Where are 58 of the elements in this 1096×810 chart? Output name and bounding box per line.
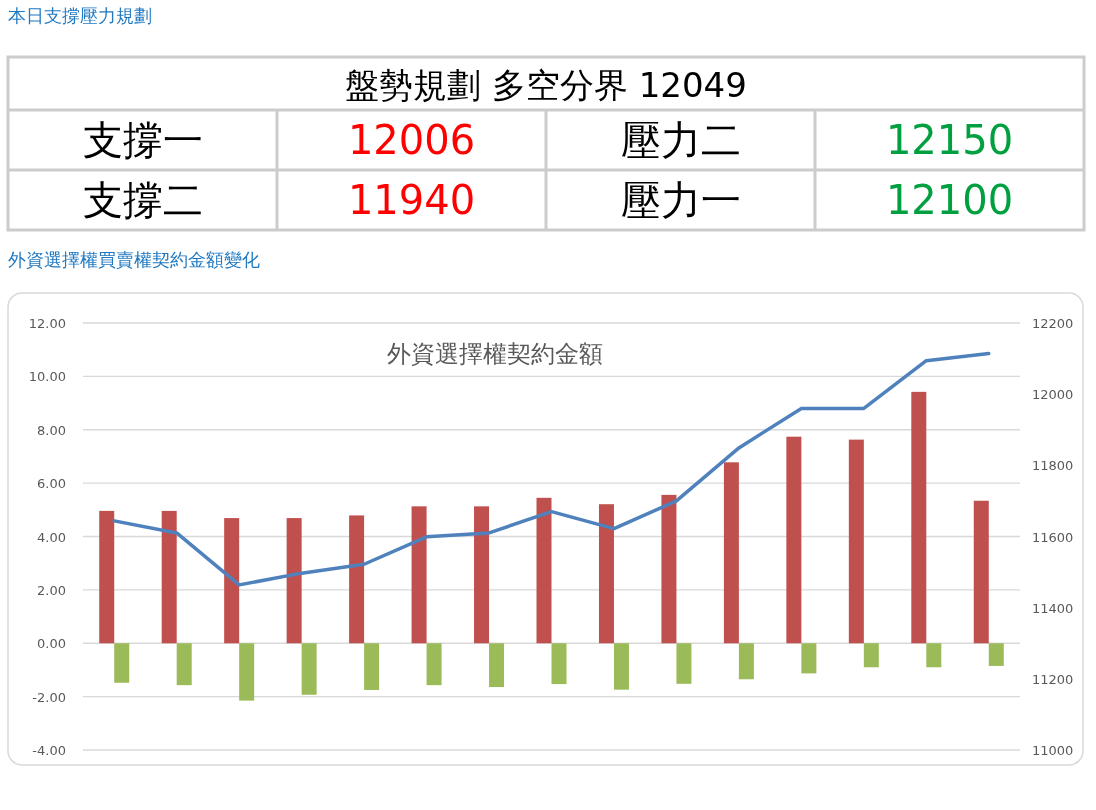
text: 盤勢規劃 多空分界 12049 [345, 65, 747, 105]
y2-tick-label: 11800 [1032, 458, 1074, 474]
text: 11940 [347, 177, 476, 223]
text: 12150 [885, 117, 1014, 163]
bar [99, 510, 115, 644]
bar [863, 643, 879, 668]
y-tick-label: 10.00 [28, 369, 66, 385]
text: 外資選擇權契約金額 [387, 340, 603, 368]
y2-tick-label: 11200 [1032, 671, 1074, 687]
y2-tick-label: 12000 [1032, 387, 1074, 403]
bar [301, 643, 317, 695]
bar [676, 643, 692, 684]
bar [349, 515, 365, 644]
bar [161, 510, 177, 644]
bar [114, 643, 130, 683]
bar [911, 391, 927, 644]
bar [801, 643, 817, 674]
text: 本日支撐壓力規劃 [8, 5, 152, 26]
bar [988, 643, 1004, 666]
y-tick-label: 2.00 [37, 582, 66, 598]
text: 12100 [885, 177, 1014, 223]
text: 壓力二 [620, 117, 741, 163]
bar [474, 506, 490, 644]
y-tick-label: -2.00 [32, 689, 66, 705]
text: 支撐二 [82, 177, 203, 223]
y2-tick-label: 11600 [1032, 529, 1074, 545]
bar [364, 643, 380, 690]
bar [551, 643, 567, 685]
y-tick-label: 0.00 [37, 636, 66, 652]
bar [738, 643, 754, 680]
bar [973, 500, 989, 644]
y-tick-label: -4.00 [32, 743, 66, 758]
bar [536, 497, 552, 644]
bar [224, 518, 240, 644]
y-tick-label: 6.00 [37, 476, 66, 492]
bar [598, 504, 614, 644]
text: 壓力一 [620, 177, 741, 223]
bar [176, 643, 192, 686]
text: 支撐一 [82, 117, 203, 163]
y2-tick-label: 12200 [1032, 316, 1074, 331]
y-tick-label: 4.00 [37, 529, 66, 545]
bar [848, 439, 864, 644]
bar [661, 494, 677, 644]
bar [926, 643, 942, 668]
y-tick-label: 8.00 [37, 422, 66, 438]
chart-title: 外資選擇權買賣權契約金額變化 [8, 249, 260, 270]
y2-tick-label: 11000 [1032, 743, 1074, 758]
bar [786, 436, 802, 644]
bar [426, 643, 442, 686]
bar [613, 643, 629, 690]
bar [489, 643, 505, 688]
bar [723, 462, 739, 644]
y-tick-label: 12.00 [28, 316, 66, 331]
bar [239, 643, 255, 701]
y2-tick-label: 11400 [1032, 600, 1074, 616]
bar [411, 506, 427, 644]
text: 12006 [347, 117, 476, 163]
bar [286, 518, 302, 644]
